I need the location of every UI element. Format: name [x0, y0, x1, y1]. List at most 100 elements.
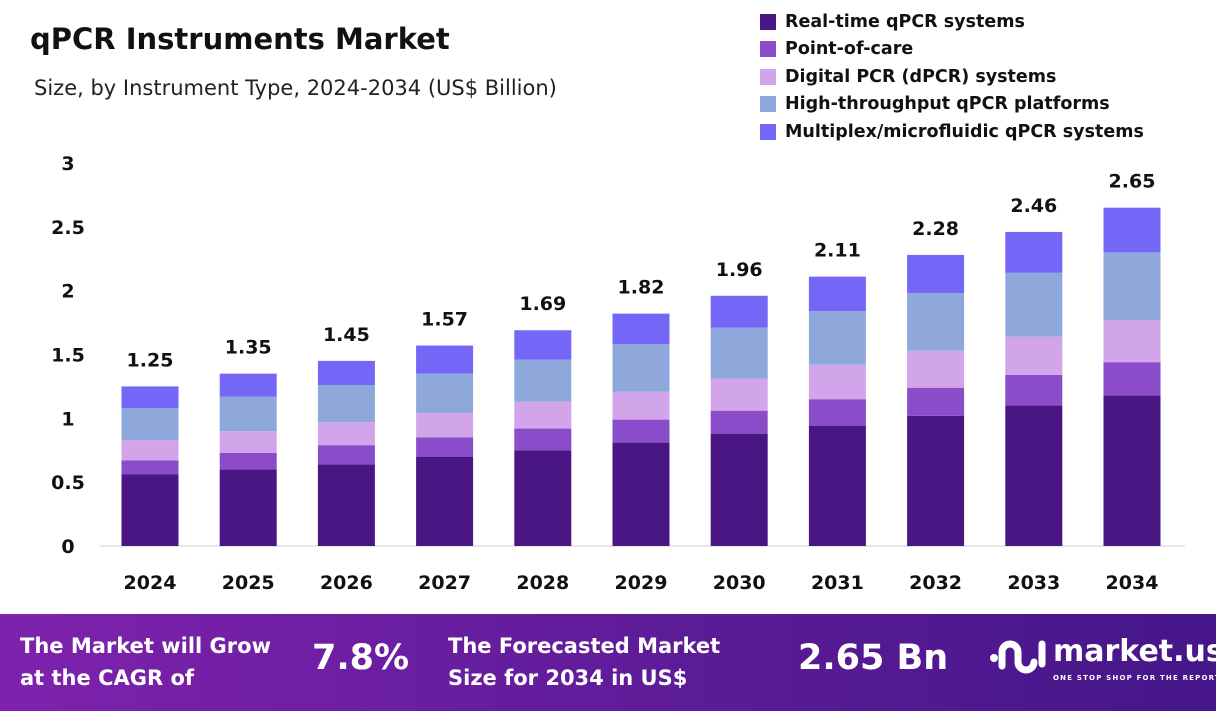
y-tick-label: 2.5 [51, 217, 85, 239]
x-tick-label: 2024 [124, 572, 177, 594]
forecast-label-line2: Size for 2034 in US$ [448, 666, 688, 690]
y-tick-label: 2 [61, 281, 74, 303]
forecast-value: 2.65 Bn [798, 638, 949, 678]
bar-segment [907, 387, 965, 416]
legend: Real-time qPCR systems Point-of-care Digit… [760, 8, 1144, 146]
bar-segment [808, 311, 866, 365]
bar-segment [710, 378, 768, 411]
bar-segment [219, 373, 277, 397]
bar-segment [514, 359, 572, 402]
bar-segment [514, 401, 572, 429]
y-tick-label: 1.5 [51, 345, 85, 367]
bar-segment [808, 364, 866, 400]
legend-item: High-throughput qPCR platforms [760, 91, 1144, 119]
legend-label: High-throughput qPCR platforms [785, 94, 1110, 115]
x-tick-label: 2032 [909, 572, 962, 594]
bar-segment [710, 295, 768, 328]
bar-segment [710, 410, 768, 434]
bar-segment [121, 408, 179, 441]
bar-segment [808, 425, 866, 546]
x-tick-label: 2025 [222, 572, 275, 594]
bar-segment [317, 385, 375, 423]
bar-segment [1005, 374, 1063, 406]
bar-segment [514, 330, 572, 360]
bar-segment [808, 276, 866, 312]
bar-segment [219, 452, 277, 470]
bar-segment [907, 350, 965, 388]
bar-segment [1005, 336, 1063, 375]
total-data-label: 1.69 [519, 293, 566, 315]
x-tick-label: 2027 [418, 572, 471, 594]
legend-label: Point-of-care [785, 39, 914, 60]
bar-segment [612, 419, 670, 443]
bar-segment [907, 293, 965, 351]
legend-item: Digital PCR (dPCR) systems [760, 63, 1144, 91]
cagr-label: The Market will Grow at the CAGR of [20, 630, 271, 694]
bar-segment [710, 433, 768, 546]
total-data-label: 2.11 [814, 240, 861, 262]
footer-banner: The Market will Grow at the CAGR of 7.8%… [0, 614, 1216, 711]
bar-segment [710, 327, 768, 379]
legend-swatch [760, 68, 776, 85]
legend-label: Real-time qPCR systems [785, 11, 1025, 32]
total-data-label: 1.35 [225, 337, 272, 359]
legend-swatch [760, 123, 776, 140]
x-tick-label: 2031 [811, 572, 864, 594]
bar-segment [121, 440, 179, 461]
bar-segment [1103, 362, 1161, 396]
total-data-label: 1.96 [716, 259, 763, 281]
total-data-label: 1.45 [323, 324, 370, 346]
bar-segment [416, 437, 474, 457]
bar-segment [317, 422, 375, 446]
total-data-label: 2.28 [912, 218, 959, 240]
bar-segment [1103, 252, 1161, 321]
y-tick-label: 1 [61, 408, 74, 430]
total-data-label: 1.82 [618, 277, 665, 299]
x-tick-label: 2034 [1106, 572, 1159, 594]
bar-segment [416, 373, 474, 414]
bar-segment [514, 428, 572, 451]
legend-swatch [760, 41, 776, 58]
x-tick-label: 2029 [615, 572, 668, 594]
legend-item: Real-time qPCR systems [760, 8, 1144, 36]
y-tick-label: 0.5 [51, 472, 85, 494]
total-data-label: 1.25 [127, 349, 174, 371]
bar-segment [121, 474, 179, 546]
x-tick-label: 2030 [713, 572, 766, 594]
y-tick-label: 3 [61, 153, 74, 175]
bar-segment [1103, 395, 1161, 546]
bar-segment [612, 391, 670, 420]
bar-segment [1103, 207, 1161, 253]
legend-swatch [760, 96, 776, 113]
forecast-label: The Forecasted Market Size for 2034 in U… [448, 630, 720, 694]
bar-segment [612, 344, 670, 392]
logo-mark-icon [990, 640, 1046, 674]
chart-title: qPCR Instruments Market [30, 22, 450, 56]
bar-segment [219, 431, 277, 453]
bar-segment [907, 254, 965, 294]
y-tick-label: 0 [61, 536, 74, 558]
legend-swatch [760, 13, 776, 30]
bar-segment [612, 313, 670, 345]
legend-label: Multiplex/microfluidic qPCR systems [785, 121, 1144, 142]
bar-segment [808, 399, 866, 426]
logo-tagline: ONE STOP SHOP FOR THE REPORTS [1053, 674, 1216, 682]
bar-segment [416, 413, 474, 438]
bar-segment [907, 415, 965, 546]
bar-segment [219, 469, 277, 546]
legend-item: Multiplex/microfluidic qPCR systems [760, 118, 1144, 146]
x-tick-label: 2033 [1007, 572, 1060, 594]
forecast-label-line1: The Forecasted Market [448, 634, 721, 658]
bar-segment [121, 460, 179, 475]
cagr-value: 7.8% [312, 638, 410, 678]
bar-segment [416, 456, 474, 546]
cagr-label-line1: The Market will Grow [20, 634, 271, 658]
legend-item: Point-of-care [760, 36, 1144, 64]
bar-segment [1005, 272, 1063, 337]
bar-segment [416, 345, 474, 374]
bar-chart: 0 0.5 1 1.5 2 2.5 3 1.25 2024 1.35 2025 1.45 2026 1.5… [51, 153, 1185, 594]
bar-segment [317, 445, 375, 465]
bar-segment [121, 386, 179, 409]
bar-segment [317, 360, 375, 386]
